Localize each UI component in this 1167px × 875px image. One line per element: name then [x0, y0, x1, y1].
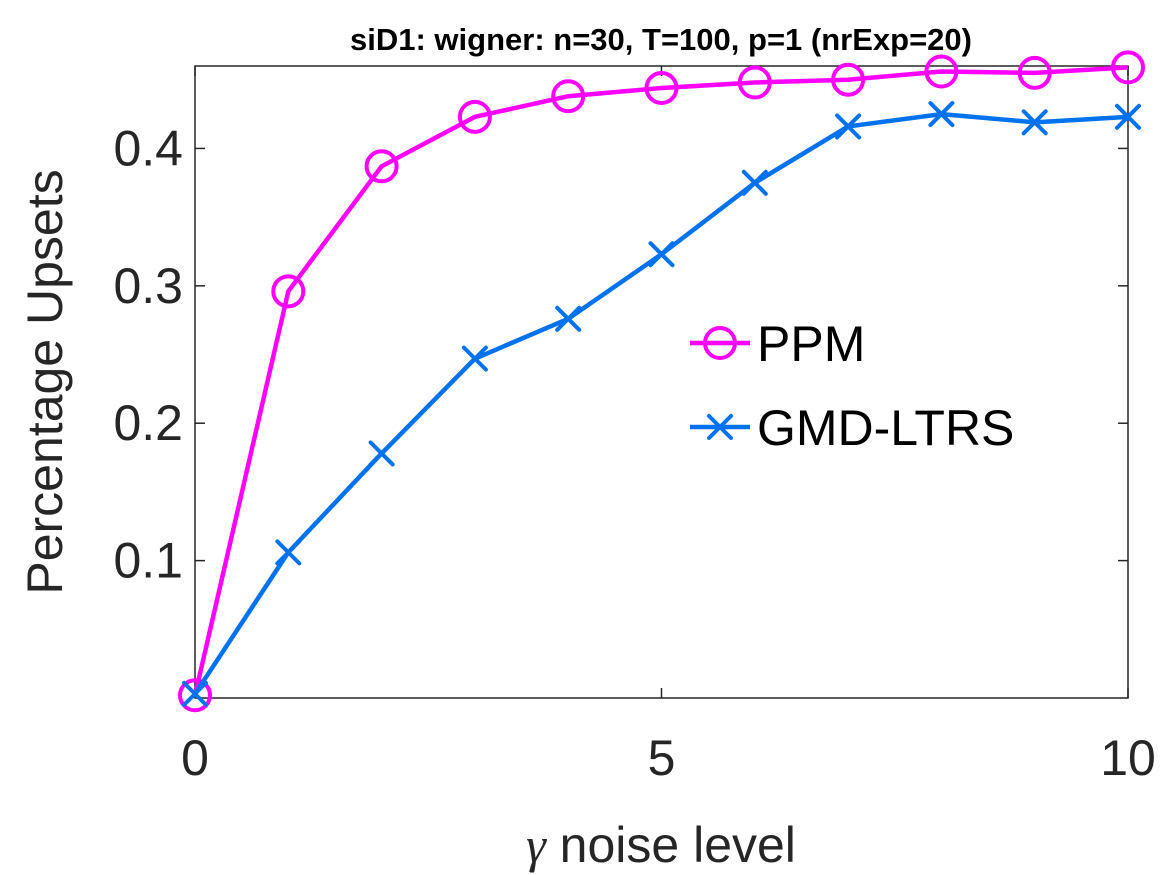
series-ppm-point — [831, 62, 866, 97]
series-gmd-ltrs-point — [182, 680, 208, 707]
x-axis-label: γ noise level — [526, 817, 796, 873]
legend-ppm-point — [703, 326, 737, 360]
y-tick-label: 0.3 — [113, 258, 183, 314]
x-tick-label: 5 — [648, 730, 676, 786]
x-axis-text: noise level — [546, 817, 796, 873]
series-ppm-point — [737, 65, 772, 100]
x-tick-label: 10 — [1100, 730, 1156, 786]
series-gmd-ltrs-point — [648, 241, 675, 268]
legend-gmd-ltrs-point — [707, 414, 733, 440]
y-tick-label: 0.4 — [113, 120, 183, 176]
legend-gmd-ltrs-label: GMD-LTRS — [757, 400, 1014, 456]
legend-ppm-label: PPM — [757, 316, 865, 372]
x-tick-label: 0 — [181, 730, 209, 786]
x-axis-symbol: γ — [526, 817, 547, 873]
series-ppm-point — [271, 274, 306, 309]
series-gmd-ltrs-point — [1021, 109, 1048, 136]
series-gmd-ltrs-point — [835, 113, 862, 140]
series-ppm-point — [1017, 55, 1052, 90]
series-gmd-ltrs-point — [275, 539, 302, 566]
series-ppm-point — [364, 149, 399, 184]
series-gmd-ltrs-point — [928, 101, 955, 128]
series-ppm-point — [457, 99, 492, 134]
legend-gmd-ltrs: GMD-LTRS — [690, 400, 1014, 456]
series-ppm-point — [644, 70, 679, 105]
series-ppm-line — [192, 65, 1129, 696]
series-ppm-point — [1111, 50, 1145, 85]
series-gmd-ltrs — [182, 101, 1141, 707]
legend-ppm: PPM — [690, 316, 865, 372]
series-ppm — [178, 50, 1145, 713]
y-axis-label: Percentage Upsets — [17, 169, 73, 594]
legend: PPM GMD-LTRS — [690, 316, 1014, 456]
y-tick-label: 0.2 — [113, 395, 183, 451]
series-ppm-point — [551, 79, 586, 114]
series-ppm-point — [178, 678, 212, 713]
chart-title: siD1: wigner: n=30, T=100, p=1 (nrExp=20… — [350, 22, 972, 57]
axis-ticks: 0 5 10 0.1 0.2 0.3 0.4 — [113, 66, 1156, 786]
series-gmd-ltrs-point — [461, 345, 488, 372]
plot-area-frame — [194, 65, 1129, 699]
series-gmd-ltrs-point — [555, 305, 582, 332]
y-tick-label: 0.1 — [113, 533, 183, 589]
series-gmd-ltrs-point — [368, 440, 395, 467]
series-gmd-ltrs-point — [1115, 103, 1141, 130]
series-ppm-point — [924, 54, 959, 89]
series-layer — [178, 50, 1145, 713]
series-gmd-ltrs-point — [741, 169, 768, 196]
